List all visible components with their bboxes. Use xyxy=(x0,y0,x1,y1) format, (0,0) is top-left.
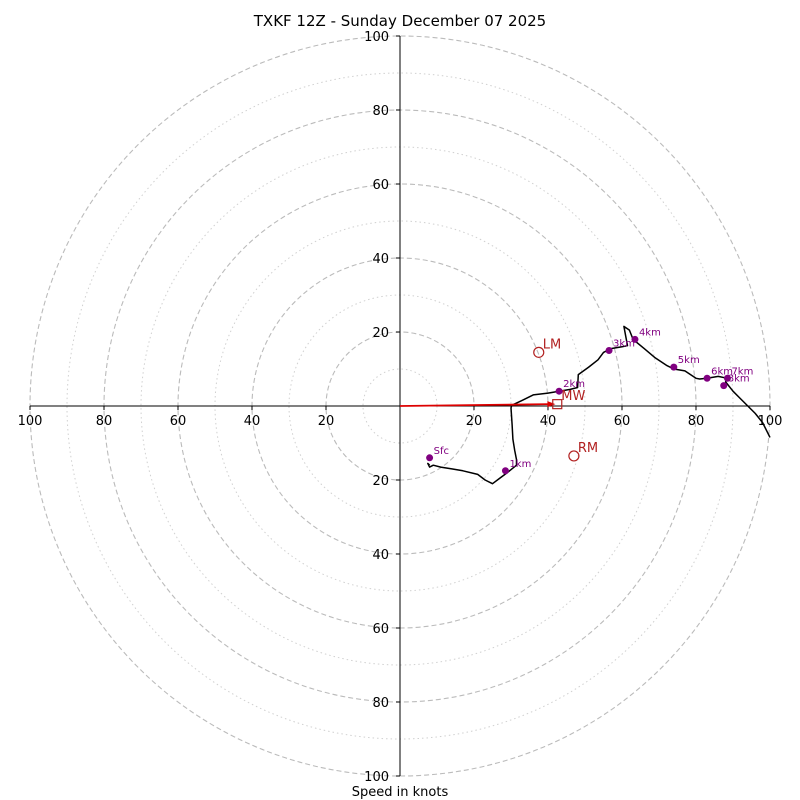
mean-wind-arrow-shaft xyxy=(399,403,550,407)
tick-label-bottom-60: 60 xyxy=(372,622,389,637)
height-label-1km: 1km xyxy=(509,459,531,470)
height-label-sfc: Sfc xyxy=(434,446,449,457)
height-label-6km: 6km xyxy=(711,366,733,377)
storm-motion-group: LM RM MW xyxy=(533,337,598,462)
tick-label-bottom-100: 100 xyxy=(364,770,389,785)
tick-label-top-80: 80 xyxy=(372,104,389,119)
height-label-7km: 7km xyxy=(731,366,753,377)
tick-label-top-100: 100 xyxy=(364,30,389,45)
tick-label-top-60: 60 xyxy=(372,178,389,193)
tick-label-left-40: 40 xyxy=(244,414,261,429)
height-marker-sfc xyxy=(426,454,434,462)
rm-label: RM xyxy=(578,441,598,456)
height-marker-8km xyxy=(720,382,728,390)
height-marker-4km xyxy=(631,335,639,343)
tick-label-group: 20 20 20 20 40 40 40 40 60 60 60 60 80 80 80 80 100 100 10… xyxy=(18,30,783,785)
height-label-2km: 2km xyxy=(563,379,585,390)
tick-label-left-80: 80 xyxy=(96,414,113,429)
height-marker-5km xyxy=(670,363,678,371)
tick-label-left-20: 20 xyxy=(318,414,335,429)
height-label-4km: 4km xyxy=(639,327,661,338)
tick-label-right-60: 60 xyxy=(614,414,631,429)
tick-label-left-100: 100 xyxy=(18,414,43,429)
rm-marker xyxy=(568,450,580,462)
tick-label-top-40: 40 xyxy=(372,252,389,267)
tick-label-right-40: 40 xyxy=(540,414,557,429)
mw-label: MW xyxy=(561,389,585,404)
chart-title: TXKF 12Z - Sunday December 07 2025 xyxy=(253,12,546,30)
hodograph-line xyxy=(427,325,771,485)
hodograph-trace-group xyxy=(427,325,771,485)
height-marker-6km xyxy=(703,374,711,382)
tick-label-bottom-80: 80 xyxy=(372,696,389,711)
tick-label-right-80: 80 xyxy=(688,414,705,429)
tick-label-right-20: 20 xyxy=(466,414,483,429)
mean-wind-arrow-head xyxy=(547,401,556,408)
mean-wind-arrow-group xyxy=(399,401,556,408)
lm-marker xyxy=(533,346,545,358)
height-marker-1km xyxy=(501,467,509,475)
height-label-3km: 3km xyxy=(613,339,635,350)
tick-label-left-60: 60 xyxy=(170,414,187,429)
height-marker-7km xyxy=(723,374,731,382)
x-axis-label: Speed in knots xyxy=(352,785,449,800)
tick-label-bottom-40: 40 xyxy=(372,548,389,563)
height-marker-2km xyxy=(555,387,563,395)
height-label-8km: 8km xyxy=(728,374,750,385)
tick-label-top-20: 20 xyxy=(372,326,389,341)
height-marker-3km xyxy=(605,347,613,354)
lm-label: LM xyxy=(543,337,561,352)
height-label-5km: 5km xyxy=(678,355,700,366)
mw-marker xyxy=(552,399,563,410)
tick-label-bottom-20: 20 xyxy=(372,474,389,489)
